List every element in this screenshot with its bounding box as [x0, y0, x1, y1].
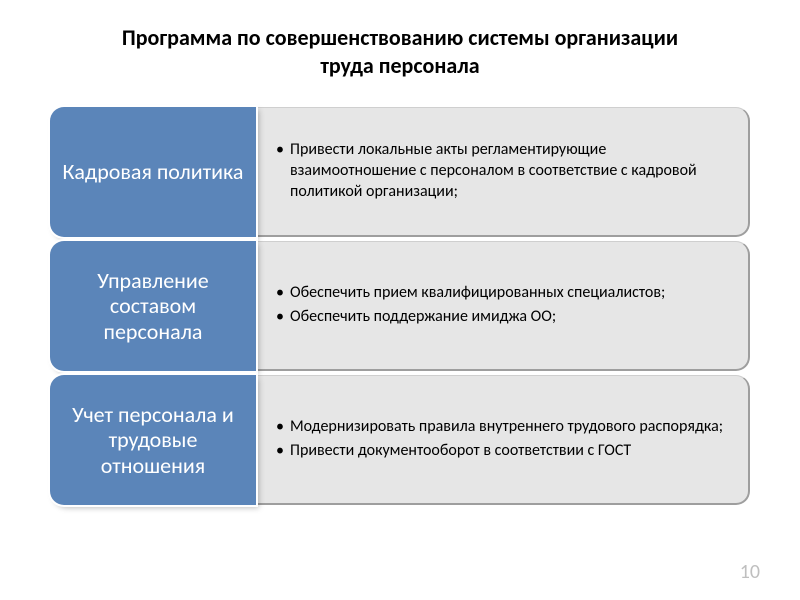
page-title: Программа по совершенствованию системы о… [50, 24, 750, 79]
bullet-item: Модернизировать правила внутреннего труд… [276, 417, 724, 438]
bullet-item: Привести документооборот в соответствии … [276, 441, 724, 462]
diagram-row: Кадровая политика Привести локальные акт… [50, 107, 750, 237]
title-line-1: Программа по совершенствованию системы о… [122, 24, 678, 51]
row-bullets: Модернизировать правила внутреннего труд… [276, 414, 724, 465]
row-body-box: Обеспечить прием квалифицированных специ… [256, 241, 750, 371]
diagram-row: Управление составом персонала Обеспечить… [50, 241, 750, 371]
diagram-row: Учет персонала и трудовые отношения Моде… [50, 375, 750, 505]
row-body-box: Привести локальные акты регламентирующие… [256, 107, 750, 237]
bullet-item: Привести локальные акты регламентирующие… [276, 140, 724, 202]
row-heading: Управление составом персонала [62, 268, 244, 344]
page-number: 10 [740, 560, 760, 584]
diagram-rows: Кадровая политика Привести локальные акт… [50, 107, 750, 509]
row-heading: Учет персонала и трудовые отношения [62, 402, 244, 478]
row-heading-box: Кадровая политика [50, 107, 256, 237]
row-bullets: Привести локальные акты регламентирующие… [276, 137, 724, 205]
row-body-box: Модернизировать правила внутреннего труд… [256, 375, 750, 505]
bullet-item: Обеспечить поддержание имиджа ОО; [276, 307, 724, 328]
row-bullets: Обеспечить прием квалифицированных специ… [276, 280, 724, 331]
row-heading-box: Учет персонала и трудовые отношения [50, 375, 256, 505]
row-heading-box: Управление составом персонала [50, 241, 256, 371]
row-heading: Кадровая политика [63, 159, 244, 184]
title-line-2: труда персонала [320, 52, 479, 79]
bullet-item: Обеспечить прием квалифицированных специ… [276, 283, 724, 304]
